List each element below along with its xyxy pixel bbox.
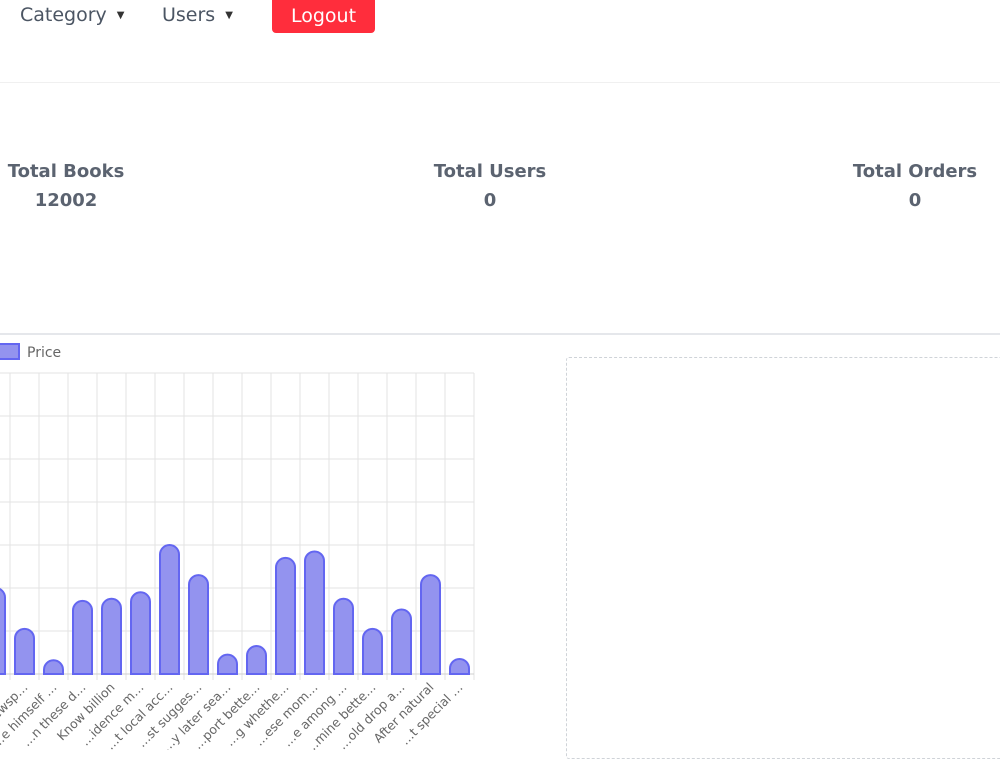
bar-price-5 — [130, 591, 151, 675]
stat-total-users: Total Users 0 — [390, 161, 590, 211]
stat-value: 12002 — [34, 190, 98, 211]
chart-legend: Price — [0, 343, 61, 361]
bar-price-8 — [217, 653, 238, 675]
bar-price-12 — [333, 597, 354, 675]
nav-category-dropdown[interactable]: Category ▼ — [20, 0, 125, 32]
bar-price-2 — [43, 659, 64, 675]
bar-price-13 — [362, 627, 383, 675]
caret-down-icon: ▼ — [116, 9, 125, 21]
nav-users-dropdown[interactable]: Users ▼ — [162, 0, 233, 32]
price-chart: Price…ol…e newsp……e himself ……n these d…… — [0, 336, 500, 750]
top-navbar: Category ▼ Users ▼ Logout — [0, 0, 1000, 83]
bar-price-3 — [72, 599, 93, 675]
stats-panel: Total Books 12002 Total Users 0 Total Or… — [0, 83, 1000, 335]
bar-price-4 — [101, 597, 122, 675]
legend-label: Price — [27, 345, 61, 361]
bar-price-1 — [14, 627, 35, 675]
empty-chart-placeholder — [566, 357, 1000, 759]
price-bar-chart: Price…ol…e newsp……e himself ……n these d…… — [0, 343, 475, 750]
stat-value: 0 — [908, 190, 922, 211]
stat-total-books: Total Books 12002 — [0, 161, 166, 211]
bar-price-6 — [159, 544, 180, 675]
bar-price-10 — [275, 556, 296, 675]
stat-label: Total Users — [433, 161, 547, 182]
nav-users-label: Users — [162, 4, 216, 26]
bar-price-0 — [0, 588, 6, 675]
caret-down-icon: ▼ — [225, 9, 233, 21]
bar-price-7 — [188, 574, 209, 675]
legend-swatch — [0, 343, 20, 360]
stat-value: 0 — [483, 190, 497, 211]
bar-price-9 — [246, 645, 267, 675]
nav-category-label: Category — [20, 4, 107, 26]
bar-price-15 — [420, 574, 441, 675]
stat-label: Total Orders — [852, 161, 978, 182]
bar-price-11 — [304, 550, 325, 675]
bar-price-16 — [449, 657, 470, 675]
stat-total-orders: Total Orders 0 — [815, 161, 1000, 211]
logout-button[interactable]: Logout — [272, 0, 375, 33]
bar-price-14 — [391, 608, 412, 675]
stat-label: Total Books — [7, 161, 125, 182]
